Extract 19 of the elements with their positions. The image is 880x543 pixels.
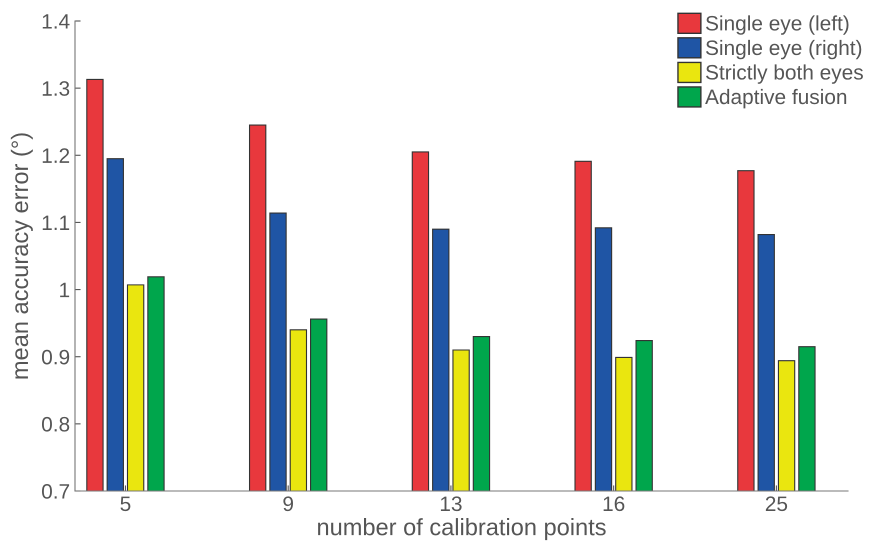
x-tick-label: 16 [604,496,624,512]
y-tick-label: 1.1 [42,216,70,230]
legend-label: Adaptive fusion [705,88,846,108]
legend-label: Single eye (right) [706,40,862,60]
x-tick-label: 25 [766,496,788,512]
y-tick-label: 1.4 [42,14,70,29]
legend-label: Single eye (left) [706,15,848,35]
y-tick-label: 1.3 [42,81,70,96]
x-tick-label: 5 [120,496,130,512]
y-axis-title: mean accuracy error (°) [10,133,33,379]
y-tick-label: 1.2 [42,148,70,163]
legend-label: Strictly both eyes [706,64,863,84]
y-tick-label: 0.8 [42,416,70,432]
x-axis-title: number of calibration points [318,518,606,540]
x-tick-label: 9 [283,496,293,512]
y-tick-label: 0.9 [42,350,70,364]
y-tick-label: 1 [60,282,70,298]
x-tick-label: 13 [440,496,462,512]
y-tick-label: 0.7 [42,484,70,499]
